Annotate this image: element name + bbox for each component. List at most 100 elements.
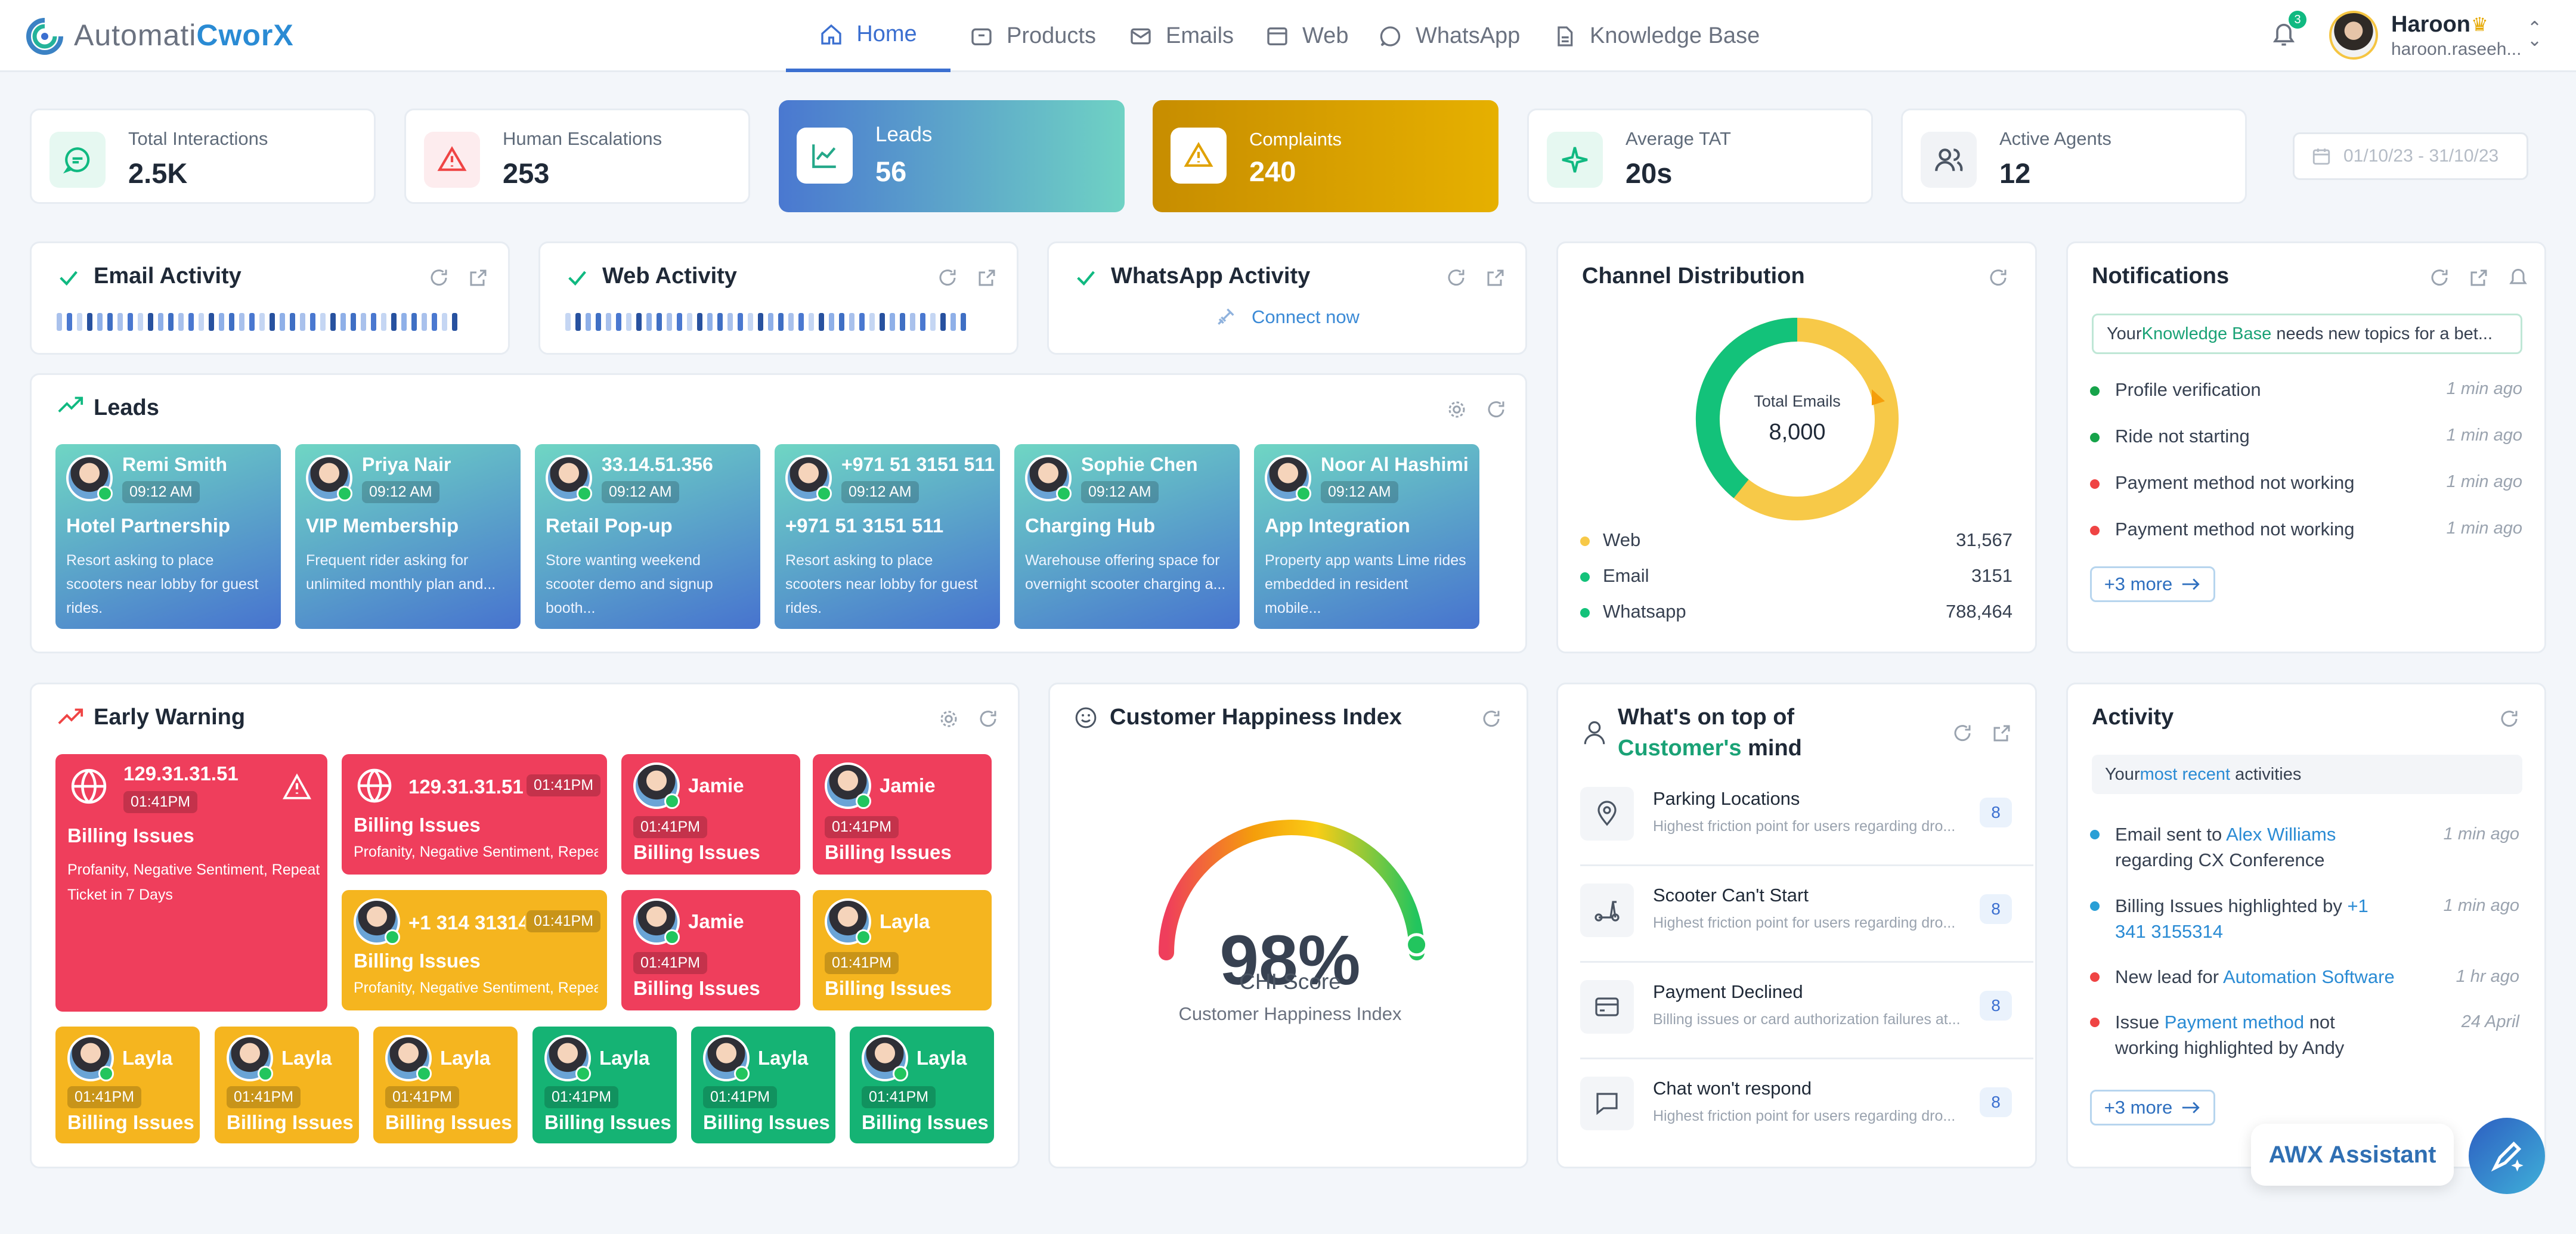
- box-icon: [971, 28, 992, 45]
- most-recent-link[interactable]: most recent: [2140, 764, 2231, 784]
- lead-card[interactable]: +971 51 3151 511 09:12 AM +971 51 3151 511…: [775, 444, 1000, 629]
- lead-description: Warehouse offering space for overnight s…: [1025, 552, 1226, 593]
- notification-item[interactable]: Payment method not working 1 min ago: [2090, 472, 2522, 496]
- expand-icon[interactable]: [976, 267, 998, 289]
- avatar: [385, 1035, 432, 1081]
- refresh-icon[interactable]: [1987, 267, 2009, 289]
- expand-icon[interactable]: [1991, 723, 2012, 744]
- activity-link[interactable]: +1 341 3155314: [2115, 895, 2368, 942]
- expand-icon[interactable]: [2468, 267, 2490, 289]
- lead-card[interactable]: Remi Smith 09:12 AM Hotel Partnership Resor…: [55, 444, 281, 629]
- lead-card[interactable]: Noor Al Hashimi 09:12 AM App Integration Pr…: [1254, 444, 1479, 629]
- lead-card[interactable]: 33.14.51.356 09:12 AM Retail Pop-up Store w…: [535, 444, 760, 629]
- activity-bar: [168, 313, 174, 331]
- notifications-bell-button[interactable]: 3: [2271, 11, 2306, 53]
- warning-card-wide[interactable]: 129.31.31.51 01:41PM Billing Issues Prof…: [342, 754, 607, 875]
- notification-item[interactable]: Profile verification 1 min ago: [2090, 379, 2522, 403]
- mind-topic-item[interactable]: Parking Locations Highest friction point …: [1580, 775, 2033, 866]
- refresh-icon[interactable]: [1481, 708, 1502, 730]
- mind-topic-title: Parking Locations: [1653, 788, 1800, 809]
- expand-icon[interactable]: [467, 267, 489, 289]
- nav-home[interactable]: Home: [786, 0, 950, 72]
- warning-name: Jamie: [688, 910, 744, 932]
- nav-web[interactable]: Web: [1265, 0, 1348, 72]
- nav-knowledge-base[interactable]: Knowledge Base: [1553, 0, 1760, 72]
- warning-card-small[interactable]: Layla 01:41PM Billing Issues: [55, 1027, 200, 1143]
- mind-topic-item[interactable]: Chat won't respond Highest friction point…: [1580, 1065, 2033, 1153]
- refresh-icon[interactable]: [428, 267, 450, 289]
- assistant-launch-button[interactable]: [2469, 1118, 2545, 1194]
- refresh-icon[interactable]: [2498, 708, 2520, 730]
- activity-bar: [667, 313, 672, 331]
- card-title: Notifications: [2092, 263, 2230, 289]
- kpi-active-agents[interactable]: Active Agents 12: [1901, 108, 2247, 204]
- globe-icon: [71, 768, 107, 804]
- warning-card-small[interactable]: Jamie 01:41PM Billing Issues: [621, 890, 800, 1010]
- activity-bar: [738, 313, 743, 331]
- chi-value: 98%: [1219, 921, 1361, 1000]
- lead-card[interactable]: Sophie Chen 09:12 AM Charging Hub Warehouse…: [1014, 444, 1240, 629]
- activity-more-button[interactable]: +3 more: [2090, 1090, 2215, 1126]
- activity-bar: [87, 313, 92, 331]
- user-email: haroon.raseeh...: [2391, 39, 2522, 59]
- kpi-complaints[interactable]: Complaints 240: [1153, 100, 1498, 212]
- knowledge-base-banner[interactable]: Your Knowledge Base needs new topics for…: [2092, 314, 2522, 354]
- nav-emails[interactable]: Emails: [1129, 0, 1234, 72]
- user-avatar[interactable]: [2329, 11, 2378, 60]
- warning-card-small[interactable]: Layla 01:41PM Billing Issues: [813, 890, 992, 1010]
- warning-card-small[interactable]: Layla 01:41PM Billing Issues: [215, 1027, 359, 1143]
- gear-icon[interactable]: [938, 708, 959, 730]
- kpi-leads[interactable]: Leads 56: [779, 100, 1125, 212]
- kpi-human-escalations[interactable]: Human Escalations 253: [404, 108, 750, 204]
- app-title[interactable]: AutomatiCworX: [74, 18, 294, 52]
- awx-assistant-button[interactable]: AWX Assistant: [2251, 1124, 2454, 1186]
- notification-item[interactable]: Ride not starting 1 min ago: [2090, 426, 2522, 449]
- warning-card-small[interactable]: Layla 01:41PM Billing Issues: [850, 1027, 994, 1143]
- kpi-total-interactions[interactable]: Total Interactions 2.5K: [30, 108, 376, 204]
- channel-donut-chart[interactable]: [1693, 315, 1902, 523]
- warning-card-small[interactable]: Layla 01:41PM Billing Issues: [373, 1027, 518, 1143]
- lead-card[interactable]: Priya Nair 09:12 AM VIP Membership Frequent…: [295, 444, 521, 629]
- channel-row-whatsapp: Whatsapp 788,464: [1580, 601, 2012, 622]
- kpi-average-tat[interactable]: Average TAT 20s: [1527, 108, 1873, 204]
- activity-link[interactable]: Automation Software: [2222, 966, 2395, 987]
- refresh-icon[interactable]: [2429, 267, 2450, 289]
- refresh-icon[interactable]: [937, 267, 958, 289]
- mind-topic-item[interactable]: Payment Declined Billing issues or card a…: [1580, 968, 2033, 1059]
- activity-link[interactable]: Alex Williams: [2226, 824, 2336, 845]
- connect-now-link[interactable]: Connect now: [1213, 305, 1360, 329]
- mind-topic-count: 8: [1980, 798, 2012, 827]
- warning-name: Jamie: [688, 774, 744, 796]
- nav-products[interactable]: Products: [970, 0, 1096, 72]
- user-menu-chevron-icon[interactable]: ⌃ ⌄: [2527, 18, 2543, 50]
- warning-card-large[interactable]: 129.31.31.51 01:41PM Billing Issues Prof…: [55, 754, 327, 1012]
- warning-card-small[interactable]: Layla 01:41PM Billing Issues: [532, 1027, 677, 1143]
- status-dot: [2090, 972, 2100, 982]
- warning-card-small[interactable]: Layla 01:41PM Billing Issues: [691, 1027, 835, 1143]
- refresh-icon[interactable]: [1952, 723, 1973, 744]
- warning-issue: Billing Issues: [354, 814, 481, 836]
- gear-icon[interactable]: [1446, 399, 1467, 420]
- notification-item[interactable]: Payment method not working 1 min ago: [2090, 519, 2522, 542]
- mind-topic-item[interactable]: Scooter Can't Start Highest friction poin…: [1580, 872, 2033, 963]
- activity-bar: [880, 313, 885, 331]
- refresh-icon[interactable]: [1445, 267, 1467, 289]
- warning-card-small[interactable]: Jamie 01:41PM Billing Issues: [813, 754, 992, 875]
- bell-icon[interactable]: [2507, 267, 2529, 289]
- date-range-picker[interactable]: 01/10/23 - 31/10/23: [2293, 132, 2528, 180]
- expand-icon[interactable]: [1485, 267, 1506, 289]
- activity-bar: [950, 313, 956, 331]
- activity-link[interactable]: Payment method: [2164, 1012, 2305, 1033]
- nav-whatsapp[interactable]: WhatsApp: [1379, 0, 1520, 72]
- activity-bar: [97, 313, 103, 331]
- refresh-icon[interactable]: [977, 708, 999, 730]
- donut-center-value: 8,000: [1769, 420, 1826, 445]
- activity-bar: [636, 313, 642, 331]
- refresh-icon[interactable]: [1485, 399, 1507, 420]
- knowledge-base-link[interactable]: Knowledge Base: [2141, 324, 2272, 343]
- warning-card-small[interactable]: Jamie 01:41PM Billing Issues: [621, 754, 800, 875]
- warning-desc: Profanity, Negative Sentiment, Repeat: [67, 861, 320, 878]
- notifications-more-button[interactable]: +3 more: [2090, 566, 2215, 602]
- warning-card-wide[interactable]: +1 314 313141 01:41PM Billing Issues Pro…: [342, 890, 607, 1010]
- warning-time: 01:41PM: [633, 952, 708, 974]
